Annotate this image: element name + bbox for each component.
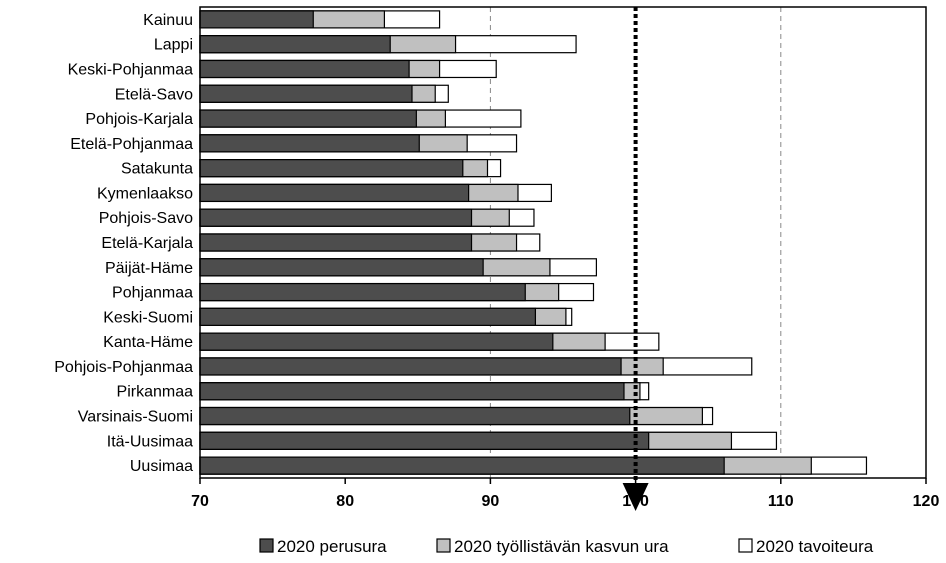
category-label: Etelä-Pohjanmaa — [70, 136, 193, 153]
legend-swatch — [259, 538, 274, 553]
legend: 2020 perusura 2020 työllistävän kasvun ur… — [259, 537, 874, 556]
bar-1 — [199, 258, 484, 277]
category-label: Kymenlaakso — [97, 185, 193, 202]
category-label: Itä-Uusimaa — [107, 433, 193, 450]
bar-1 — [199, 456, 725, 475]
tick-label: 100 — [622, 493, 649, 510]
bar-1 — [199, 431, 650, 450]
category-label: Etelä-Savo — [115, 86, 193, 103]
category-label: Pohjois-Karjala — [85, 111, 193, 128]
category-label: Pohjois-Savo — [99, 210, 193, 227]
category-label: Pohjanmaa — [112, 285, 193, 302]
category-label: Kainuu — [143, 12, 193, 29]
category-label: Varsinais-Suomi — [78, 409, 193, 426]
bar-1 — [199, 10, 314, 29]
bar-1 — [199, 109, 417, 128]
legend-swatch — [436, 538, 451, 553]
category-label: Pohjois-Pohjanmaa — [54, 359, 193, 376]
tick-label: 80 — [336, 493, 354, 510]
bar-1 — [199, 233, 473, 252]
bar-1 — [199, 183, 470, 203]
bar-1 — [199, 282, 526, 302]
category-label: Satakunta — [121, 161, 193, 178]
bar-1 — [199, 332, 554, 351]
bar-1 — [199, 208, 473, 227]
bars — [199, 10, 868, 475]
bar-1 — [199, 134, 420, 153]
legend-swatch — [738, 538, 753, 553]
reference-line — [622, 7, 649, 511]
bar-1 — [199, 307, 537, 326]
plot-frame — [199, 6, 927, 479]
tick-label: 120 — [913, 493, 940, 510]
category-label: Keski-Pohjanmaa — [68, 61, 194, 78]
x-axis-ticks: 70 80 90 100 110 120 — [191, 478, 939, 510]
category-labels: Kainuu Lappi Keski-Pohjanmaa Etelä-Savo Pohj… — [54, 12, 193, 475]
bar-1 — [199, 357, 622, 376]
bar-1 — [199, 406, 631, 426]
reference-arrow — [622, 483, 649, 511]
bar-1 — [199, 35, 391, 54]
tick-label: 90 — [482, 493, 500, 510]
category-label: Kanta-Häme — [103, 334, 193, 351]
category-label: Päijät-Häme — [105, 260, 193, 277]
category-label: Uusimaa — [130, 458, 193, 475]
tick-label: 70 — [191, 493, 209, 510]
bar-1 — [199, 84, 413, 103]
legend-label: 2020 perusura — [277, 537, 387, 556]
category-label: Pirkanmaa — [117, 384, 194, 401]
tick-label: 110 — [768, 493, 794, 510]
category-label: Etelä-Karjala — [101, 235, 193, 252]
bar-1 — [199, 159, 464, 178]
category-label: Keski-Suomi — [103, 309, 193, 326]
bar-1 — [199, 382, 625, 401]
legend-label: 2020 työllistävän kasvun ura — [454, 537, 669, 556]
legend-label: 2020 tavoiteura — [756, 537, 874, 556]
bar-1 — [199, 59, 410, 79]
category-label: Lappi — [154, 37, 193, 54]
